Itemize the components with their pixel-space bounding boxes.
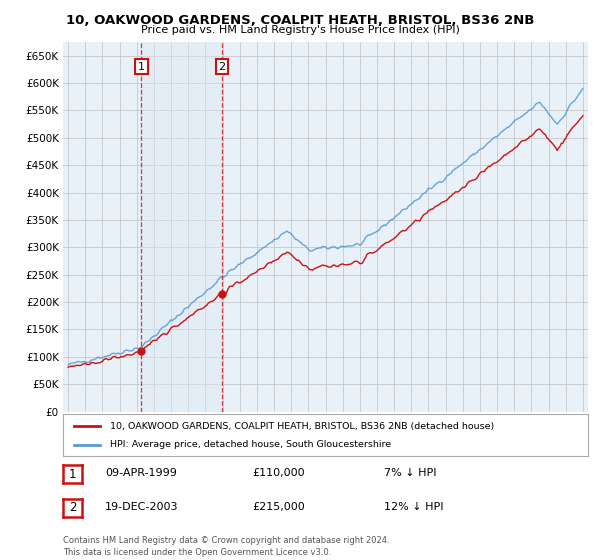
Text: 2: 2 [69,501,76,515]
Text: Price paid vs. HM Land Registry's House Price Index (HPI): Price paid vs. HM Land Registry's House … [140,25,460,35]
Text: 12% ↓ HPI: 12% ↓ HPI [384,502,443,512]
Text: HPI: Average price, detached house, South Gloucestershire: HPI: Average price, detached house, Sout… [110,440,391,449]
Text: 10, OAKWOOD GARDENS, COALPIT HEATH, BRISTOL, BS36 2NB: 10, OAKWOOD GARDENS, COALPIT HEATH, BRIS… [66,14,534,27]
Text: 10, OAKWOOD GARDENS, COALPIT HEATH, BRISTOL, BS36 2NB (detached house): 10, OAKWOOD GARDENS, COALPIT HEATH, BRIS… [110,422,494,431]
Text: 1: 1 [138,62,145,72]
Text: 09-APR-1999: 09-APR-1999 [105,468,177,478]
Text: 19-DEC-2003: 19-DEC-2003 [105,502,179,512]
Text: 2: 2 [218,62,226,72]
Text: 7% ↓ HPI: 7% ↓ HPI [384,468,437,478]
Text: Contains HM Land Registry data © Crown copyright and database right 2024.
This d: Contains HM Land Registry data © Crown c… [63,536,389,557]
Text: 1: 1 [69,468,76,481]
Text: £215,000: £215,000 [252,502,305,512]
Text: £110,000: £110,000 [252,468,305,478]
Bar [142,42,222,412]
